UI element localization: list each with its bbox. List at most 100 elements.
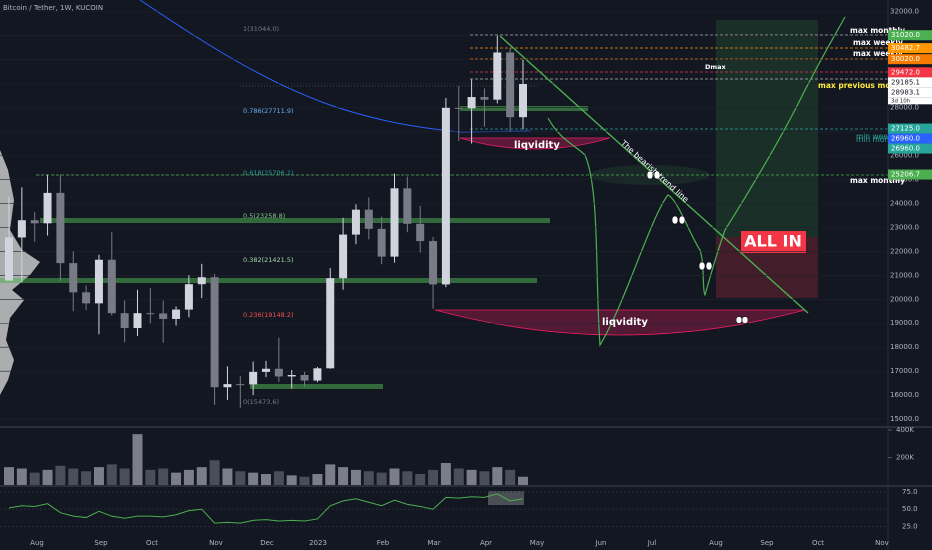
- candle-body: [17, 220, 26, 238]
- x-tick-label: Aug: [709, 539, 723, 547]
- y-tick-label: 75.0: [902, 488, 918, 496]
- x-tick-label: Feb: [377, 539, 390, 547]
- x-tick-label: Aug: [30, 539, 44, 547]
- x-tick-label: 2023: [309, 539, 327, 547]
- y-tick-label: 17000.0: [890, 367, 919, 375]
- x-tick-label: Nov: [875, 539, 889, 547]
- price-tag-label: 29472.0: [891, 68, 920, 76]
- candle-body: [223, 384, 232, 388]
- annotation: max weekly: [853, 38, 903, 47]
- volume-bar: [209, 460, 220, 485]
- volume-bar: [402, 471, 413, 485]
- x-tick-label: Oct: [812, 539, 824, 547]
- candle-body: [120, 313, 129, 329]
- candle-body: [30, 220, 39, 224]
- level-band: [40, 218, 550, 223]
- candle-body: [172, 309, 181, 319]
- countdown: 3d 10h: [891, 98, 911, 104]
- price-tag: [888, 77, 932, 88]
- candle-body: [519, 84, 527, 118]
- candle-body: [69, 263, 78, 293]
- price-tag: [888, 30, 932, 41]
- price-tag: [888, 133, 932, 144]
- candle-body: [416, 223, 425, 242]
- candle-body: [210, 277, 219, 388]
- volume-bar: [273, 471, 284, 485]
- y-tick-label: 22000.0: [890, 247, 919, 255]
- y-tick-label: 16000.0: [890, 391, 919, 399]
- fib-label: 0.786(27711.9): [243, 107, 294, 115]
- volume-bar: [261, 474, 271, 485]
- volume-bar: [312, 474, 323, 485]
- y-tick-label: 15000.0: [890, 415, 919, 423]
- liquidity-zone: [459, 137, 611, 150]
- annotation: max weekly: [853, 49, 903, 58]
- candle-body: [94, 259, 103, 304]
- volume-bar: [171, 472, 182, 485]
- x-tick-label: Jun: [595, 539, 607, 547]
- volume-bar: [338, 467, 349, 485]
- price-tag: [888, 123, 932, 134]
- volume-bar: [453, 468, 464, 485]
- fib-label: 0(15473.6): [243, 398, 279, 406]
- volume-bar: [376, 472, 387, 485]
- annotation: max monthly: [850, 26, 905, 35]
- volume-bar: [466, 469, 477, 485]
- x-tick-label: Jul: [647, 539, 657, 547]
- candle-body: [43, 192, 52, 224]
- all-in-box: [741, 231, 806, 253]
- rsi-band: [488, 491, 524, 505]
- volume-bar: [196, 467, 207, 485]
- annotation: ALL IN: [744, 232, 802, 251]
- volume-bar: [29, 472, 40, 485]
- annotation: liqvidity: [602, 317, 648, 328]
- fib-label: 0.236(19148.2): [243, 311, 294, 319]
- price-tag-label: 31020.0: [891, 31, 920, 39]
- x-tick-label: Oct: [146, 539, 158, 547]
- annotation: Dmax: [705, 63, 727, 71]
- fib-label: 0.618(25706.1): [243, 169, 294, 177]
- volume-bar: [492, 467, 503, 485]
- y-tick-label: 28000.0: [890, 104, 919, 112]
- x-tick-label: Apr: [480, 539, 492, 547]
- eyes-icon: [646, 170, 749, 324]
- candle-body: [480, 97, 489, 100]
- volume-bar: [119, 468, 130, 485]
- volume-bar: [286, 475, 297, 485]
- volume-bar: [68, 468, 79, 485]
- x-tick-label: Mar: [427, 539, 440, 547]
- volume-bar: [505, 469, 516, 485]
- volume-bar: [248, 472, 259, 485]
- y-tick-label: 24000.0: [890, 199, 919, 207]
- candle-body: [249, 371, 258, 385]
- candle-body: [339, 234, 348, 279]
- y-tick-label: 26000.0: [890, 152, 919, 160]
- annotation: max monthly: [850, 176, 905, 185]
- volume-bar: [299, 476, 310, 485]
- price-tag: [888, 169, 932, 180]
- candle-body: [146, 313, 155, 315]
- x-tick-label: May: [530, 539, 544, 547]
- price-tag-label: 27125.0: [891, 125, 920, 133]
- price-tag-label: 30020.0: [891, 55, 920, 63]
- candle-body: [506, 52, 515, 118]
- level-lines: [36, 34, 888, 176]
- volume-bar: [222, 468, 233, 485]
- volume-bar: [428, 469, 439, 485]
- volume-bar: [132, 434, 143, 485]
- volume-bar: [145, 469, 156, 485]
- volume-bar: [93, 467, 104, 485]
- annotation: max previous monthly: [818, 81, 912, 90]
- liquidity-zone: [434, 309, 806, 336]
- volume-bar: [440, 463, 451, 485]
- price-tag-label: 30482.7: [891, 44, 920, 52]
- profit-zone: [716, 20, 818, 237]
- y-tick-label: 400K: [896, 426, 914, 434]
- volume-bar: [518, 476, 528, 485]
- candle-body: [441, 107, 450, 285]
- price-tag: [888, 67, 932, 78]
- candle-body: [326, 278, 335, 369]
- candle-body: [133, 313, 142, 329]
- volume-bar: [389, 468, 400, 485]
